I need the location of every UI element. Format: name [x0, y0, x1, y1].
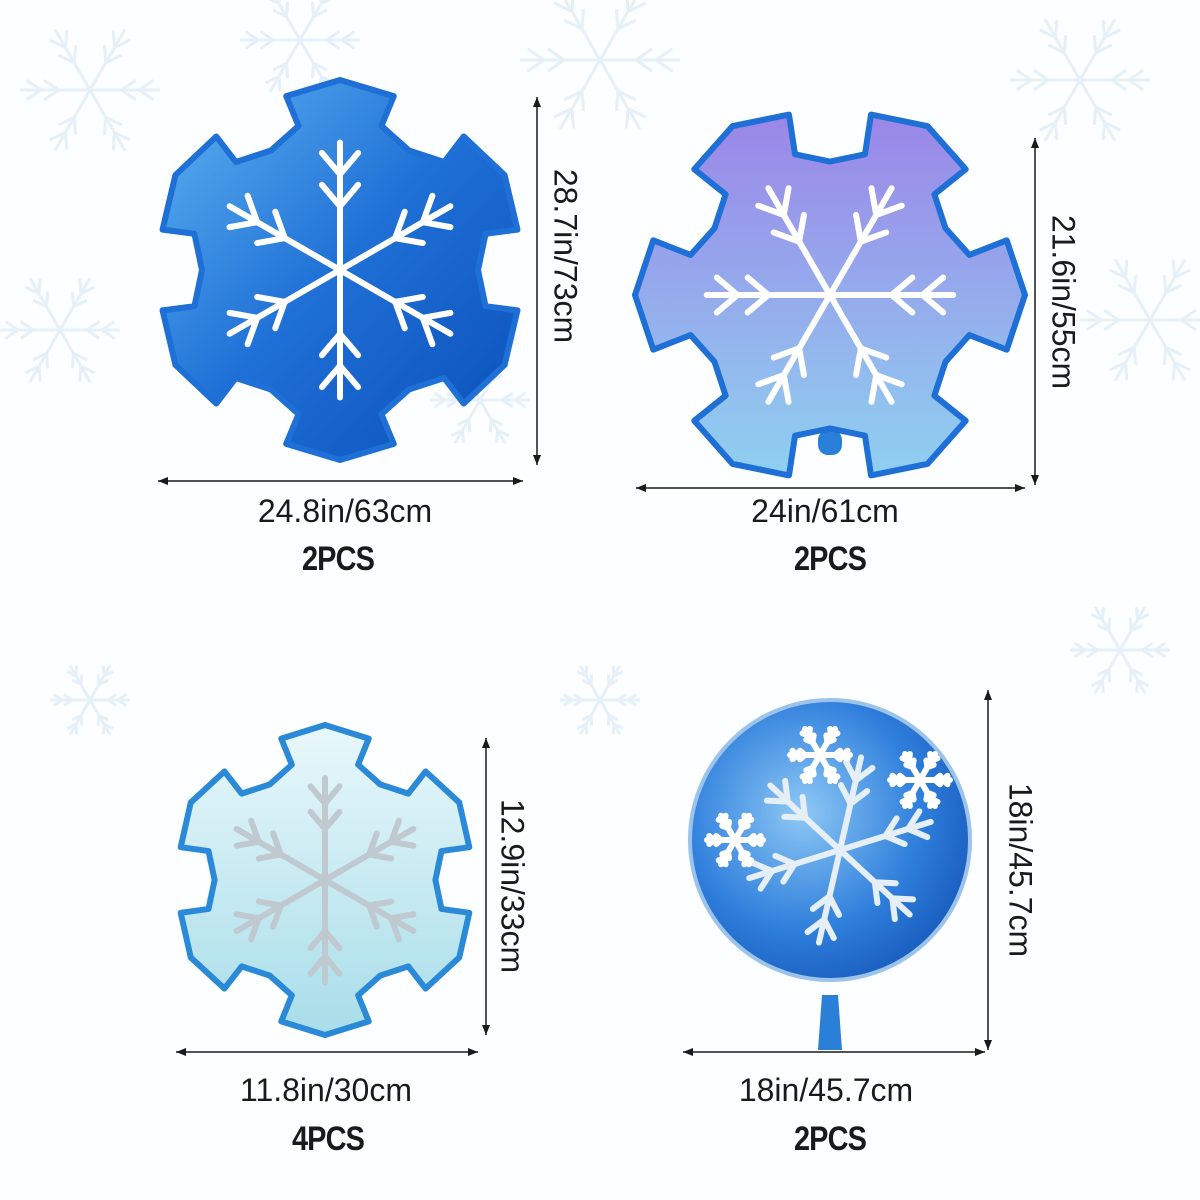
width-label-2: 24in/61cm: [751, 493, 899, 529]
width-arrow-3: [176, 1048, 478, 1056]
height-label-2: 21.6in/55cm: [1045, 214, 1082, 390]
width-arrow-2: [636, 484, 1025, 492]
height-label-4: 18in/45.7cm: [1002, 782, 1039, 958]
height-arrow-2: [1031, 138, 1039, 485]
quantity-label-4: 2PCS: [793, 1120, 867, 1158]
height-label-3: 12.9in/33cm: [494, 798, 531, 974]
background-snowflakes: [0, 0, 1200, 736]
quantity-label-3: 4PCS: [291, 1120, 365, 1158]
width-label-4: 18in/45.7cm: [738, 1072, 914, 1108]
height-label-1: 28.7in/73cm: [547, 168, 584, 344]
width-arrow-4: [683, 1048, 985, 1056]
width-label-1: 24.8in/63cm: [257, 493, 433, 529]
round-snowflake-balloon: [688, 698, 972, 1050]
width-arrow-1: [158, 477, 523, 485]
quantity-label-2: 2PCS: [793, 540, 867, 578]
width-label-3: 11.8in/30cm: [240, 1072, 412, 1108]
purple-snowflake-balloon: [632, 111, 1028, 479]
height-arrow-4: [984, 690, 992, 1050]
height-arrow-1: [533, 97, 541, 465]
blue-snowflake-balloon: [159, 77, 521, 463]
height-arrow-3: [482, 738, 490, 1035]
quantity-label-1: 2PCS: [301, 540, 375, 578]
small-snowflake-balloon: [177, 722, 473, 1038]
